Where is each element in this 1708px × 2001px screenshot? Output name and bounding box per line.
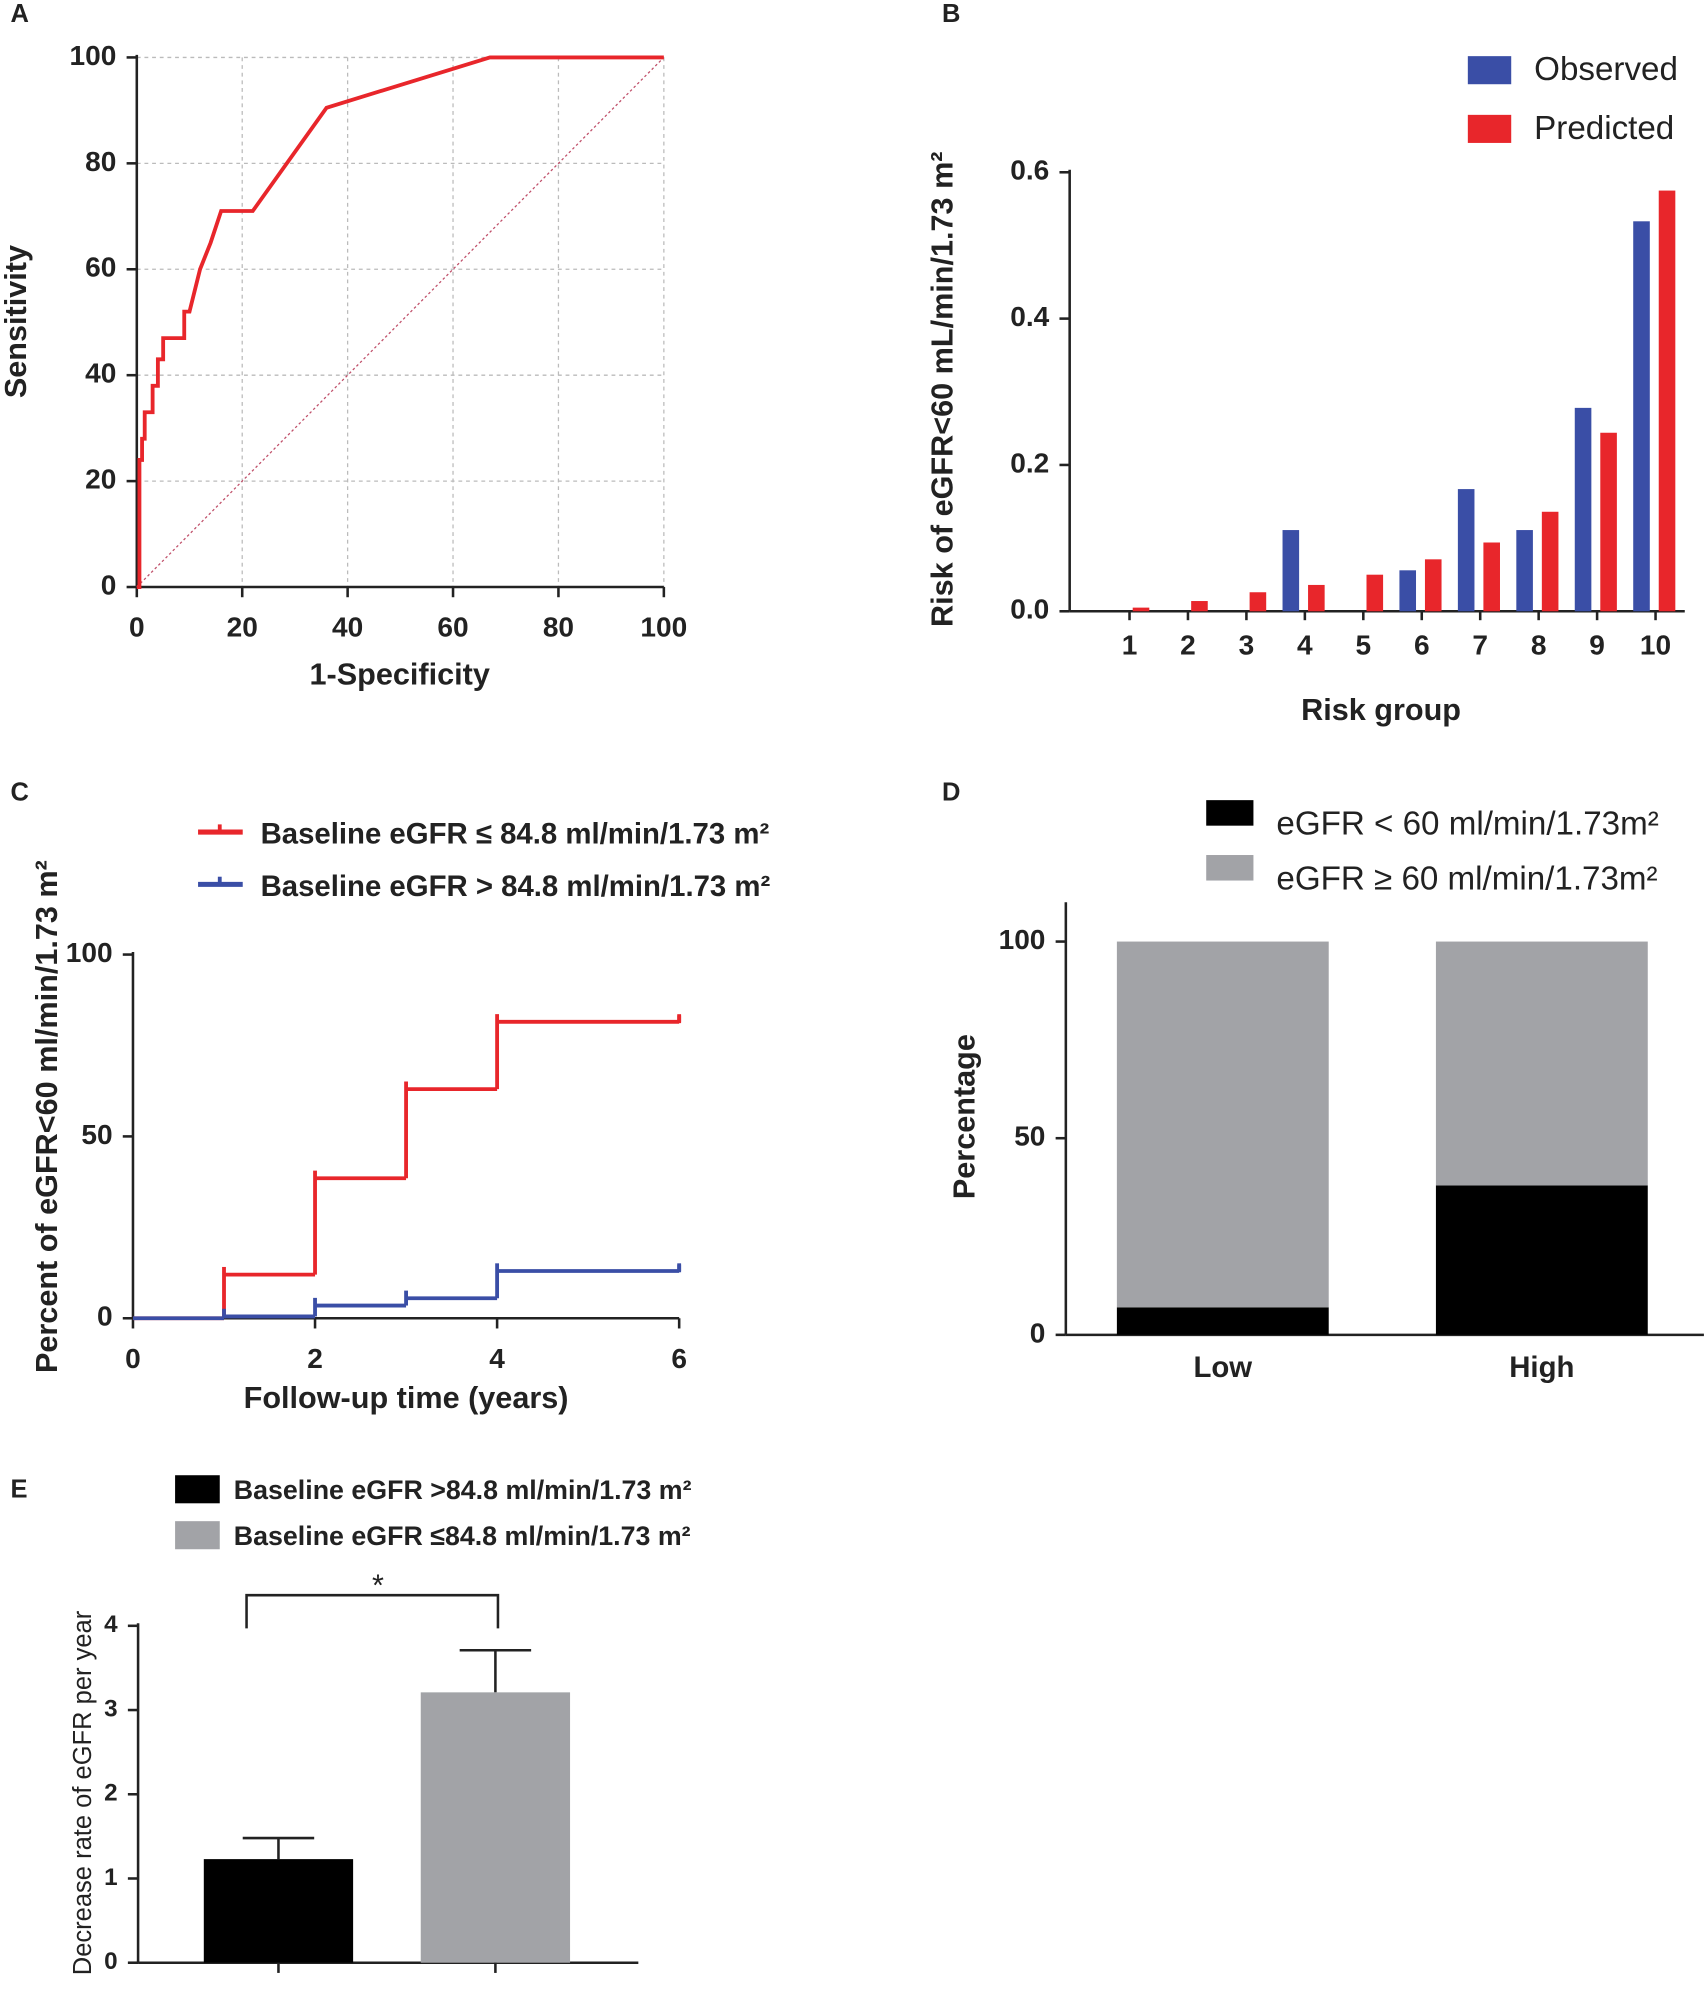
bar <box>1399 570 1417 612</box>
x-tick-label: 6 <box>671 1343 687 1374</box>
x-axis-label: 1-Specificity <box>310 657 490 691</box>
bar <box>1457 489 1475 612</box>
y-axis-label: Sensitivity <box>0 245 33 398</box>
y-tick-label: 0 <box>1030 1317 1046 1348</box>
y-axis-label: Risk of eGFR<60 mL/min/1.73 m² <box>926 151 960 626</box>
bar <box>1366 574 1384 612</box>
bar <box>1424 559 1442 612</box>
roc-line <box>136 55 664 589</box>
y-tick-label: 50 <box>1014 1121 1045 1152</box>
legend-label: eGFR ≥ 60 ml/min/1.73m² <box>1276 860 1657 897</box>
x-tick-label: 5 <box>1356 629 1372 660</box>
bar <box>1633 221 1650 612</box>
legend-swatch <box>1206 855 1254 881</box>
x-tick-label: 10 <box>1640 629 1671 660</box>
legend-label: eGFR < 60 ml/min/1.73m² <box>1276 805 1658 842</box>
bar <box>1282 530 1300 612</box>
legend-swatch <box>1467 56 1512 85</box>
bar-segment <box>1435 941 1648 1186</box>
bar <box>1132 607 1150 612</box>
bar-segment <box>1435 1185 1648 1335</box>
x-tick-label: 3 <box>1239 629 1255 660</box>
bar <box>1658 190 1676 612</box>
y-tick-label: 100 <box>999 924 1046 955</box>
panel-letter: D <box>942 778 960 806</box>
legend-swatch <box>175 1521 220 1550</box>
y-tick-label: 60 <box>85 252 116 283</box>
y-tick-label: 3 <box>104 1695 117 1722</box>
reference-diagonal <box>136 56 665 588</box>
y-tick-label: 0.0 <box>1010 594 1049 625</box>
bar <box>1249 592 1267 612</box>
annotation: * <box>372 1569 384 1603</box>
y-tick-label: 80 <box>85 146 116 177</box>
bar-segment <box>1116 941 1329 1308</box>
y-axis-label: Percentage <box>947 1034 981 1199</box>
bar <box>420 1692 571 1963</box>
x-tick-label: Low <box>1193 1351 1252 1384</box>
panel-letter: E <box>10 1475 27 1503</box>
significance-bracket <box>245 1593 500 1629</box>
bar <box>203 1859 354 1963</box>
y-tick-label: 40 <box>85 358 116 389</box>
x-tick-label: 2 <box>1180 629 1196 660</box>
y-tick-label: 0 <box>97 1301 113 1332</box>
panel-letter: B <box>942 0 960 28</box>
legend-label: Baseline eGFR ≤ 84.8 ml/min/1.73 m² <box>261 818 770 851</box>
bar <box>1600 432 1617 612</box>
y-tick-label: 100 <box>66 937 113 968</box>
legend-swatch <box>175 1475 220 1504</box>
x-tick-label: 0 <box>129 612 145 643</box>
x-tick-label: 4 <box>1297 629 1313 660</box>
x-tick-label: 8 <box>1531 629 1547 660</box>
x-tick-label: 9 <box>1589 629 1605 660</box>
x-axis-label: Risk group <box>1301 693 1461 727</box>
x-tick-label: 2 <box>307 1343 323 1374</box>
y-tick-label: 1 <box>104 1864 117 1891</box>
bar <box>1574 407 1592 612</box>
y-tick-label: 0.4 <box>1010 301 1049 332</box>
y-tick-label: 0.6 <box>1010 155 1049 186</box>
legend-label: Baseline eGFR ≤84.8 ml/min/1.73 m² <box>234 1521 691 1551</box>
x-tick-label: 100 <box>640 612 687 643</box>
legend-label: Baseline eGFR >84.8 ml/min/1.73 m² <box>234 1475 692 1505</box>
bar <box>1516 530 1533 612</box>
x-tick-label: 7 <box>1472 629 1488 660</box>
x-tick-label: 40 <box>332 612 363 643</box>
y-tick-label: 20 <box>85 464 116 495</box>
y-axis-label: Percent of eGFR<60 ml/min/1.73 m² <box>30 860 64 1373</box>
x-tick-label: 0 <box>125 1343 141 1374</box>
legend-label: Baseline eGFR > 84.8 ml/min/1.73 m² <box>261 870 771 903</box>
legend-label: Observed <box>1534 51 1678 88</box>
bar <box>1541 511 1559 612</box>
y-tick-label: 100 <box>70 40 117 71</box>
x-axis-label: Follow-up time (years) <box>244 1381 569 1415</box>
y-tick-label: 0.2 <box>1010 447 1049 478</box>
x-tick-label: High <box>1509 1351 1574 1384</box>
y-tick-label: 4 <box>104 1611 118 1638</box>
x-tick-label: 60 <box>437 612 468 643</box>
y-tick-label: 0 <box>101 569 117 600</box>
y-tick-label: 0 <box>104 1948 117 1975</box>
x-tick-label: 1 <box>1122 629 1138 660</box>
x-tick-label: 80 <box>543 612 574 643</box>
legend-label: Predicted <box>1534 110 1674 147</box>
legend-swatch <box>1467 114 1512 143</box>
legend-swatch <box>1206 800 1254 826</box>
y-tick-label: 50 <box>81 1119 112 1150</box>
y-tick-label: 2 <box>104 1780 117 1807</box>
x-tick-label: 6 <box>1414 629 1430 660</box>
bar <box>1191 601 1208 612</box>
panel-letter: C <box>10 778 28 806</box>
y-axis-label: Decrease rate of eGFR per year <box>69 1610 97 1975</box>
bar <box>1483 542 1500 612</box>
bar <box>1308 584 1325 612</box>
x-tick-label: 4 <box>489 1343 505 1374</box>
x-tick-label: 20 <box>227 612 258 643</box>
panel-letter: A <box>10 0 28 28</box>
bar-segment <box>1116 1307 1329 1335</box>
